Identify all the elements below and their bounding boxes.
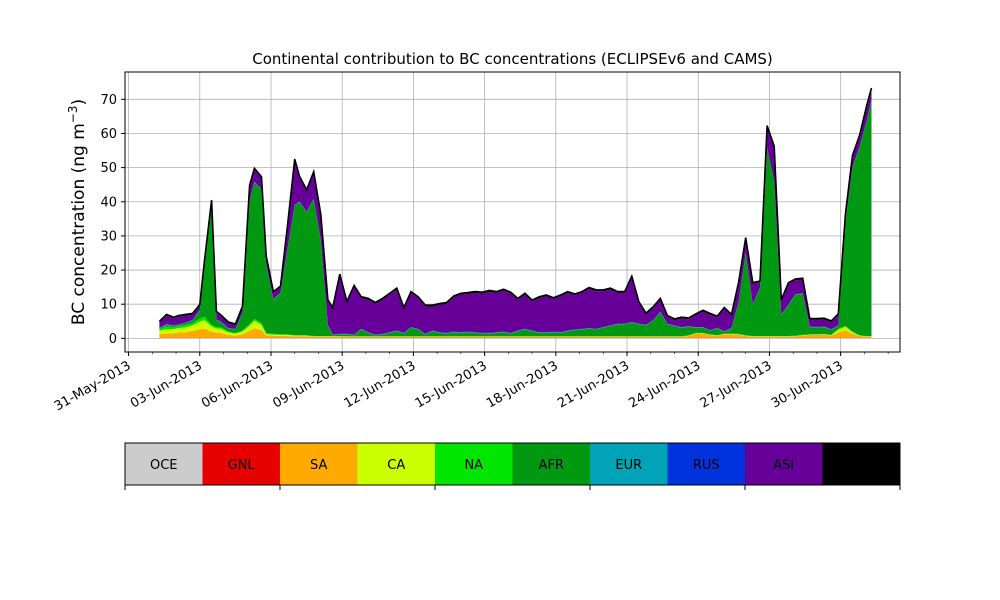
legend-label-eur: EUR bbox=[615, 458, 642, 473]
legend-label-rus: RUS bbox=[693, 458, 720, 473]
legend-swatch-oce bbox=[125, 443, 203, 485]
y-tick-label: 40 bbox=[100, 195, 117, 210]
legend-swatch-eur bbox=[590, 443, 668, 485]
legend-swatch-ca bbox=[357, 443, 436, 485]
stacked-areas bbox=[159, 88, 872, 339]
total-outline bbox=[158, 87, 873, 325]
legend-swatch-asi bbox=[745, 443, 823, 485]
area-series-afr bbox=[159, 100, 872, 337]
legend-swatch-aus bbox=[822, 443, 901, 485]
legend-swatch-afr bbox=[512, 443, 591, 485]
area-series-sa bbox=[159, 328, 872, 338]
y-tick-label: 20 bbox=[100, 264, 117, 279]
plot-frame bbox=[124, 71, 901, 353]
y-tick-label: 70 bbox=[100, 93, 117, 108]
legend-label-gnl: GNL bbox=[228, 458, 256, 473]
legend-colorbar: OCE GNL SA CA NA AFR EUR RUS ASI AUS bbox=[124, 442, 901, 490]
y-tick-label: 30 bbox=[100, 229, 117, 244]
legend-frame bbox=[124, 442, 901, 486]
y-axis-label-superscript: −3 bbox=[66, 105, 80, 123]
legend-label-aus: AUS bbox=[848, 458, 875, 473]
y-tick-label: 0 bbox=[109, 332, 117, 347]
legend-swatch-na bbox=[435, 443, 513, 485]
y-axis-label: BC concentration (ng m−3) bbox=[66, 99, 89, 325]
legend-swatch-sa bbox=[280, 443, 358, 485]
legend-label-na: NA bbox=[464, 458, 483, 473]
total-line bbox=[158, 87, 873, 325]
legend-swatch-gnl bbox=[202, 443, 281, 485]
y-tick-label: 10 bbox=[100, 298, 117, 313]
chart-title: Continental contribution to BC concentra… bbox=[252, 50, 773, 68]
legend-label-afr: AFR bbox=[539, 458, 564, 473]
y-tick-label: 50 bbox=[100, 161, 117, 176]
legend-swatch-rus bbox=[667, 443, 746, 485]
legend-label-oce: OCE bbox=[150, 458, 178, 473]
legend-label-ca: CA bbox=[387, 458, 405, 473]
y-axis-label-text: BC concentration (ng m bbox=[69, 123, 89, 325]
legend-label-asi: ASI bbox=[773, 458, 794, 473]
y-axis-label-close: ) bbox=[69, 99, 89, 106]
y-axis-ticks: 0 10 20 30 40 50 60 70 bbox=[100, 93, 125, 347]
legend-label-sa: SA bbox=[310, 458, 327, 473]
y-tick-label: 60 bbox=[100, 127, 117, 142]
